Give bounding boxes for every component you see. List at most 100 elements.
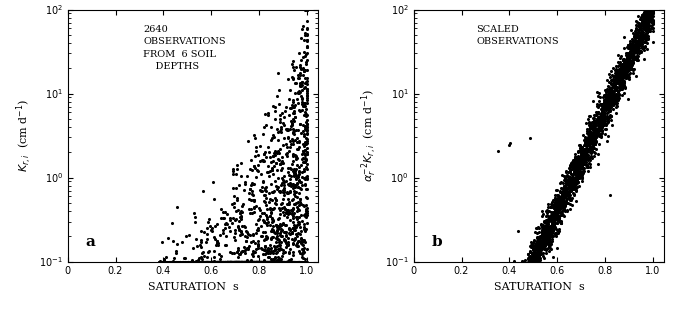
Point [262,259,273,264]
Point [268,132,279,137]
Point [574,170,585,175]
Point [269,259,280,264]
Point [542,216,553,221]
Point [275,161,285,167]
Point [540,237,551,242]
Point [524,267,535,272]
Point [603,94,614,99]
Point [526,239,537,244]
Point [217,259,228,264]
Point [230,259,241,264]
Point [223,259,234,264]
Point [212,240,223,245]
Point [301,94,312,99]
Point [633,40,643,45]
Point [588,132,599,137]
Point [199,259,210,264]
Point [251,259,262,264]
Point [248,259,259,264]
Point [260,259,271,264]
Point [619,70,630,75]
Point [224,259,235,264]
Point [619,79,630,84]
Point [519,267,530,272]
Point [616,53,626,58]
Point [525,259,536,264]
Point [198,259,209,264]
Point [645,16,656,21]
Point [264,259,275,264]
Point [277,181,287,186]
Point [260,244,271,249]
Point [191,258,201,263]
Point [233,259,243,264]
Point [220,259,231,264]
Point [595,95,605,100]
Point [230,217,241,222]
Point [254,259,264,264]
Point [639,10,650,15]
Point [591,138,602,144]
Point [287,206,298,211]
Point [559,190,570,195]
Point [586,133,597,138]
Point [614,77,624,82]
Point [548,214,559,219]
Point [276,256,287,261]
Point [161,255,172,260]
Point [270,259,281,264]
Point [633,13,643,19]
Point [605,87,616,92]
Point [553,204,563,209]
Point [301,139,312,144]
Point [241,259,252,264]
Point [530,258,540,263]
Point [575,174,586,179]
Point [570,188,581,193]
Point [212,259,222,264]
Point [272,259,283,264]
Point [584,135,595,140]
Point [242,259,253,264]
Point [204,248,215,253]
Point [623,54,634,59]
Point [520,267,531,272]
Point [521,267,532,272]
Point [197,259,207,264]
Point [164,259,175,264]
Point [247,259,258,264]
Point [527,255,538,260]
Point [268,188,279,193]
Point [612,77,623,82]
Point [570,157,580,162]
Point [227,259,238,264]
Point [620,71,631,77]
Point [264,259,275,264]
Point [243,191,254,196]
Point [209,235,220,240]
Point [249,205,260,211]
Point [628,51,639,56]
Point [222,259,233,264]
Point [164,259,175,264]
Point [287,100,298,105]
Point [293,168,304,173]
Point [565,188,576,193]
Point [260,259,271,264]
Point [584,137,595,142]
Point [233,259,244,264]
Point [525,257,536,262]
Point [273,237,284,242]
Point [518,267,529,272]
Point [610,96,620,101]
Point [517,267,528,272]
Point [201,259,212,264]
Point [252,227,263,233]
Point [192,259,203,264]
Point [536,243,547,249]
Point [280,245,291,250]
Point [574,168,585,174]
Point [211,259,222,264]
Point [272,259,283,264]
Point [218,216,229,221]
